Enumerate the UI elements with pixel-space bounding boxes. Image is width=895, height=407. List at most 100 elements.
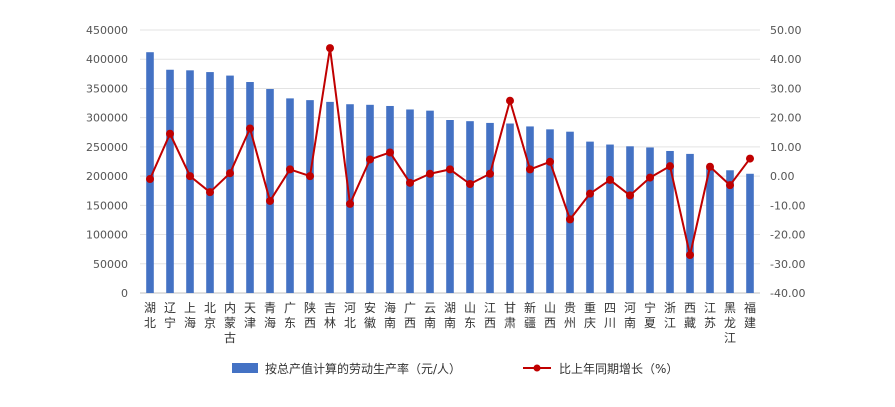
line-point: [166, 129, 174, 138]
category-label: 河南: [624, 301, 636, 330]
line-point: [186, 172, 194, 181]
bar: [566, 131, 574, 293]
left-tick-label: 150000: [86, 199, 128, 212]
bar: [706, 167, 714, 293]
category-label: 云南: [424, 301, 436, 330]
left-tick-label: 450000: [86, 24, 128, 37]
line-point: [486, 169, 494, 178]
bar: [746, 173, 754, 293]
left-tick-label: 0: [121, 287, 128, 300]
bar: [366, 104, 374, 293]
right-tick-label: 10.00: [770, 141, 802, 154]
right-tick-label: 50.00: [770, 24, 802, 37]
bar: [586, 141, 594, 293]
bar: [486, 122, 494, 293]
left-tick-label: 300000: [86, 112, 128, 125]
category-label: 江西: [484, 301, 496, 330]
category-label: 吉林: [324, 301, 336, 330]
category-label: 北京: [204, 301, 216, 330]
legend-line-label: 比上年同期增长（%）: [559, 362, 678, 376]
bar: [466, 121, 474, 293]
bar: [246, 82, 254, 293]
bar: [446, 120, 454, 293]
bar: [326, 101, 334, 294]
line-point: [446, 165, 454, 174]
left-tick-label: 200000: [86, 170, 128, 183]
line-point: [666, 162, 674, 171]
legend-bar-label: 按总产值计算的劳动生产率（元/人）: [265, 361, 461, 376]
category-label: 山西: [544, 301, 556, 330]
bar: [426, 110, 434, 293]
bar: [626, 146, 634, 293]
bar: [286, 98, 294, 293]
category-label: 海南: [384, 300, 396, 330]
bar: [726, 170, 734, 293]
left-tick-label: 100000: [86, 229, 128, 242]
line-point: [626, 191, 634, 200]
line-point: [746, 154, 754, 163]
line-point: [366, 155, 374, 164]
left-tick-label: 400000: [86, 53, 128, 66]
right-tick-label: 20.00: [770, 112, 802, 125]
category-label: 甘肃: [504, 301, 516, 330]
bar: [186, 70, 194, 294]
left-tick-label: 250000: [86, 141, 128, 154]
line-point: [566, 215, 574, 224]
bar: [666, 150, 674, 293]
line-point: [586, 189, 594, 198]
bar: [206, 72, 214, 293]
right-tick-label: -30.00: [770, 258, 805, 271]
category-label: 辽宁: [164, 301, 176, 330]
line-point: [346, 199, 354, 208]
category-label: 贵州: [564, 301, 576, 330]
line-point: [286, 165, 294, 174]
line-point: [726, 181, 734, 190]
line-point: [206, 188, 214, 197]
legend-line-marker: [533, 364, 541, 372]
line-point: [526, 165, 534, 174]
category-label: 陕西: [304, 300, 316, 330]
bar: [506, 123, 514, 293]
right-axis-ticks: -40.00 -30.00 -20.00 -10.00 0.00 10.00 20.00 30…: [770, 24, 805, 300]
line-point: [426, 169, 434, 178]
category-label: 天津: [244, 301, 256, 330]
left-axis-ticks: 0 50000 100000 150000 200000 250000 300000 3500…: [86, 24, 128, 300]
right-tick-label: 0.00: [770, 170, 795, 183]
category-label: 西藏: [684, 301, 696, 330]
bar: [406, 109, 414, 294]
line-point: [546, 157, 554, 166]
bar: [526, 126, 534, 293]
bar: [386, 105, 394, 293]
bar: [166, 69, 174, 294]
line-point: [146, 175, 154, 184]
bar: [546, 129, 554, 293]
category-label: 安徽: [364, 300, 376, 330]
line-point: [246, 124, 254, 133]
left-tick-label: 50000: [93, 258, 128, 271]
category-label: 江苏: [704, 301, 716, 330]
line-point: [506, 96, 514, 105]
line-point: [406, 178, 414, 187]
category-label: 内蒙古: [224, 301, 236, 345]
category-label: 湖北: [144, 300, 156, 330]
right-tick-label: -40.00: [770, 287, 805, 300]
line-point: [686, 251, 694, 260]
category-labels: 湖北辽宁上海北京内蒙古天津青海广东陕西吉林河北安徽海南广西云南湖南山东江西甘肃新…: [144, 300, 756, 345]
category-label: 广东: [284, 301, 296, 330]
line-series: [146, 44, 754, 260]
legend-bar-swatch: [232, 363, 258, 373]
right-tick-label: 40.00: [770, 53, 802, 66]
bar: [646, 147, 654, 293]
category-label: 新疆: [524, 300, 536, 330]
bar: [146, 52, 154, 293]
bar: [306, 100, 314, 293]
category-label: 广西: [404, 301, 416, 330]
category-label: 福建: [744, 300, 756, 330]
category-label: 黑龙江: [724, 301, 736, 345]
line-point: [706, 162, 714, 171]
bar: [606, 144, 614, 293]
category-label: 青海: [264, 301, 276, 330]
bar: [266, 89, 274, 293]
category-label: 湖南: [444, 300, 456, 330]
